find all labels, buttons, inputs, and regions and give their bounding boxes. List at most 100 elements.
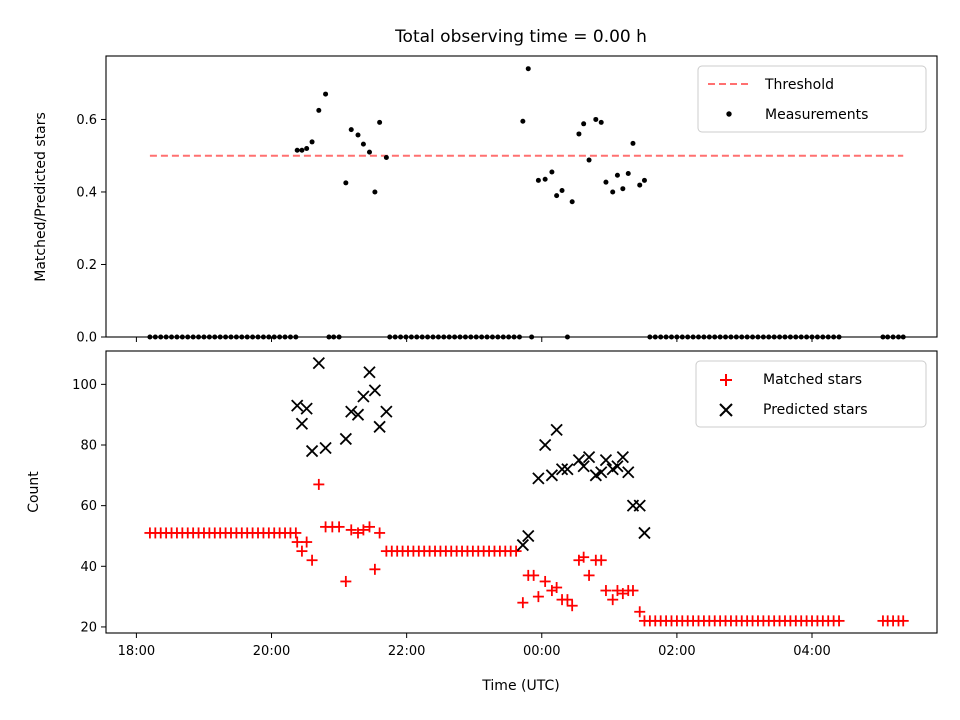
matched-star-point xyxy=(510,545,522,557)
predicted-star-point xyxy=(522,529,535,543)
matched-star-point xyxy=(578,551,590,563)
matched-star-point xyxy=(357,524,369,536)
predicted-star-point xyxy=(532,472,545,485)
matched-star-point xyxy=(340,575,352,587)
top-y-axis-label: Matched/Predicted stars xyxy=(33,112,49,282)
bottom-xtick-label: 18:00 xyxy=(118,644,155,659)
matched-star-point xyxy=(313,478,325,490)
legend-matched-label: Matched stars xyxy=(763,372,862,388)
measurement-point xyxy=(299,147,305,153)
predicted-star-point xyxy=(599,454,613,467)
top-ytick-label: 0.0 xyxy=(76,331,97,346)
measurement-point xyxy=(520,118,526,124)
matched-star-point xyxy=(595,554,607,566)
predicted-star-point xyxy=(561,463,574,476)
measurement-point xyxy=(559,188,565,194)
bottom-y-axis-label: Count xyxy=(26,471,42,513)
matched-star-point xyxy=(532,591,544,603)
matched-star-point xyxy=(301,536,313,548)
bottom-x-axis-ticks: 18:00 20:00 22:00 00:00 02:00 04:00 xyxy=(118,633,831,659)
predicted-star-point xyxy=(295,417,309,430)
bottom-ytick-label: 80 xyxy=(80,439,97,454)
predicted-star-point xyxy=(312,356,325,370)
measurement-point xyxy=(549,169,555,175)
predicted-star-point xyxy=(638,526,651,540)
matched-star-point xyxy=(539,575,551,587)
measurement-point xyxy=(355,132,361,138)
matched-star-point xyxy=(634,606,646,618)
measurement-point xyxy=(598,119,604,125)
predicted-star-point xyxy=(595,466,608,479)
matched-star-point xyxy=(290,527,302,539)
measurement-point xyxy=(343,180,349,186)
predicted-star-point xyxy=(633,499,646,512)
bottom-legend-box xyxy=(695,360,927,428)
predicted-star-point xyxy=(351,408,365,421)
measurement-point xyxy=(576,131,582,137)
bottom-xtick-label: 02:00 xyxy=(658,644,695,659)
predicted-star-point xyxy=(516,538,529,552)
predicted-star-point xyxy=(339,432,352,446)
matched-star-point xyxy=(600,585,612,597)
predicted-star-point xyxy=(363,366,376,379)
top-axes-frame xyxy=(105,55,938,338)
measurement-point xyxy=(610,189,616,195)
matched-star-point xyxy=(291,536,303,548)
predicted-star-point xyxy=(582,450,596,464)
measurement-point xyxy=(323,91,329,97)
predicted-star-point xyxy=(291,399,304,412)
measurement-point xyxy=(294,147,300,153)
matched-star-point xyxy=(627,585,639,597)
predicted-star-point xyxy=(305,444,319,458)
predicted-star-point xyxy=(572,454,586,467)
bottom-xtick-label: 22:00 xyxy=(388,644,425,659)
predicted-star-point xyxy=(555,463,569,476)
predicted-star-point xyxy=(611,460,624,473)
measurement-point xyxy=(569,199,575,205)
matched-star-point xyxy=(345,524,357,536)
matched-star-point xyxy=(551,582,563,594)
legend-measurements-label: Measurements xyxy=(765,107,868,123)
matched-star-point xyxy=(897,615,909,627)
matched-star-point xyxy=(561,594,573,606)
predicted-star-point xyxy=(368,384,382,397)
legend-predicted-label: Predicted stars xyxy=(763,402,868,418)
predicted-star-point xyxy=(622,466,635,479)
measurement-point xyxy=(309,139,315,145)
matched-star-point xyxy=(363,521,375,533)
bottom-y-axis-ticks: 20 40 60 80 100 xyxy=(72,378,106,635)
measurement-point xyxy=(366,149,372,155)
predicted-star-point xyxy=(345,405,358,418)
measurement-point xyxy=(542,176,548,182)
top-legend-box xyxy=(697,65,927,133)
bottom-xtick-label: 00:00 xyxy=(523,644,560,659)
measurement-point xyxy=(586,157,592,163)
bottom-ytick-label: 20 xyxy=(80,620,97,635)
measurement-point xyxy=(535,177,541,183)
predicted-star-point xyxy=(300,402,313,415)
bottom-ytick-label: 40 xyxy=(80,560,97,575)
top-panel: 0.0 0.2 0.4 0.6 Matched/Predicted stars Thr… xyxy=(33,55,938,346)
measurement-point xyxy=(377,119,383,125)
legend-predicted-swatch xyxy=(719,403,733,417)
predicted-star-point xyxy=(357,390,370,403)
bottom-xtick-label: 04:00 xyxy=(793,644,830,659)
predicted-star-point xyxy=(319,441,332,455)
legend-threshold-label: Threshold xyxy=(764,77,834,93)
measurement-point xyxy=(593,116,599,122)
matched-star-point xyxy=(517,597,529,609)
figure-title: Total observing time = 0.00 h xyxy=(394,27,647,47)
matched-star-point xyxy=(306,554,318,566)
measurement-point xyxy=(625,170,631,176)
measurement-point xyxy=(614,172,620,178)
bottom-xtick-label: 20:00 xyxy=(253,644,290,659)
measurement-point xyxy=(372,189,378,195)
legend-matched-swatch xyxy=(720,374,732,386)
top-legend: Threshold Measurements xyxy=(697,65,927,133)
top-ytick-label: 0.4 xyxy=(76,185,97,200)
measurement-point xyxy=(620,186,626,192)
measurement-point xyxy=(304,145,310,151)
measurement-point xyxy=(603,179,609,185)
bottom-legend: Matched stars Predicted stars xyxy=(695,360,927,428)
predicted-star-point xyxy=(539,438,552,452)
